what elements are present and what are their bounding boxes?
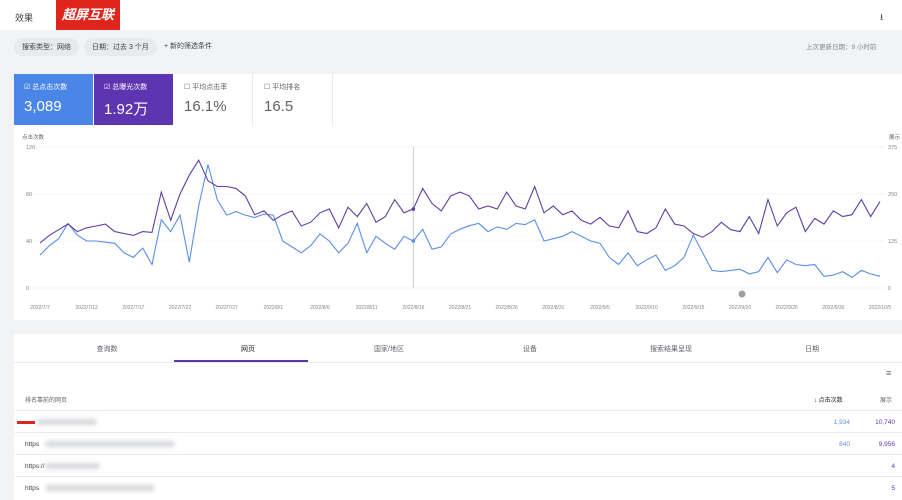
table-panel bbox=[14, 334, 902, 500]
annotation-marker bbox=[738, 290, 746, 298]
metric-value: 16.5 bbox=[264, 98, 294, 115]
filter-chip[interactable]: 搜索类型：网络 bbox=[14, 38, 79, 56]
metric-value: 1.92万 bbox=[104, 101, 149, 118]
x-tick-label: 2022/7/17 bbox=[122, 305, 144, 311]
metric-value: 3,089 bbox=[24, 98, 62, 115]
tab[interactable]: 网页 bbox=[241, 346, 255, 353]
tab[interactable]: 搜索结果呈现 bbox=[650, 346, 692, 353]
y2-tick-label: 250 bbox=[888, 192, 897, 198]
active-tab-indicator bbox=[174, 360, 308, 362]
url-blur bbox=[37, 419, 97, 425]
x-tick-label: 2022/7/27 bbox=[216, 305, 238, 311]
y2-tick-label: 0 bbox=[888, 286, 891, 292]
chart: 点击次数 展示 0 40 80 120 0 125 250 375 2022/7/7 2022/7/1… bbox=[22, 133, 901, 311]
y2-axis-title: 展示 bbox=[889, 134, 901, 141]
tab[interactable]: 查询数 bbox=[96, 346, 118, 353]
x-tick-label: 2022/9/10 bbox=[636, 305, 658, 311]
url-marker bbox=[17, 421, 35, 424]
metric-label-text: 总点击次数 bbox=[32, 84, 68, 91]
series-line bbox=[39, 159, 881, 244]
metric-label: ☐ 平均点击率 bbox=[184, 84, 228, 91]
y2-tick-label: 375 bbox=[888, 145, 897, 151]
x-tick-label: 2022/7/22 bbox=[169, 305, 191, 311]
url-blur bbox=[45, 463, 100, 469]
metric-card[interactable]: ☐ 平均排名 16.5 bbox=[254, 74, 333, 125]
table-row[interactable]: https:// 4 bbox=[15, 454, 902, 477]
y-tick-label: 120 bbox=[26, 145, 35, 151]
x-tick-label: 2022/7/12 bbox=[76, 305, 98, 311]
x-tick-label: 2022/8/6 bbox=[310, 305, 330, 311]
filter-icon[interactable]: ≡ bbox=[886, 368, 892, 378]
metric-label-text: 平均排名 bbox=[272, 84, 301, 91]
y-tick-label: 0 bbox=[26, 286, 29, 292]
metric-label-text: 总曝光次数 bbox=[112, 84, 148, 91]
x-tick-label: 2022/9/20 bbox=[729, 305, 751, 311]
impressions: 5 bbox=[891, 485, 895, 492]
x-tick-label: 2022/8/31 bbox=[542, 305, 564, 311]
clicks: 1,934 bbox=[833, 419, 850, 426]
column-header[interactable]: ↓ 点击次数 bbox=[814, 398, 843, 404]
tab[interactable]: 日期 bbox=[805, 346, 819, 353]
impressions: 4 bbox=[891, 463, 895, 470]
table-row[interactable]: 1,934 10,740 bbox=[15, 410, 902, 433]
tab[interactable]: 设备 bbox=[523, 346, 537, 353]
hover-dot bbox=[411, 207, 416, 211]
x-tick-label: 2022/10/5 bbox=[869, 305, 891, 311]
metric-label-text: 平均点击率 bbox=[192, 84, 228, 91]
impressions: 10,740 bbox=[875, 419, 895, 426]
x-tick-label: 2022/9/25 bbox=[776, 305, 798, 311]
last-updated: 上次更新日期：9 小时前 bbox=[806, 44, 877, 51]
column-header: 排名靠前的网页 bbox=[25, 398, 68, 404]
tab[interactable]: 国家/地区 bbox=[374, 346, 404, 353]
logo: 超屏互联 bbox=[56, 0, 120, 30]
table-row[interactable]: https 840 9,956 bbox=[15, 432, 902, 455]
metric-label: ☐ 平均排名 bbox=[264, 84, 301, 91]
download-icon[interactable]: ⭳ bbox=[880, 12, 884, 22]
y-axis-title: 点击次数 bbox=[22, 133, 45, 141]
add-filter[interactable]: + 新的筛选条件 bbox=[164, 43, 213, 50]
impressions: 9,956 bbox=[878, 441, 895, 448]
y2-tick-label: 125 bbox=[888, 239, 897, 245]
url: https bbox=[25, 441, 40, 448]
metric-value: 16.1% bbox=[184, 98, 227, 115]
x-tick-label: 2022/9/5 bbox=[590, 305, 610, 311]
page-title: 效果 bbox=[15, 13, 34, 23]
clicks: 840 bbox=[839, 441, 850, 448]
x-tick-label: 2022/8/26 bbox=[496, 305, 518, 311]
metric-card[interactable]: ☑ 总曝光次数 1.92万 bbox=[94, 74, 173, 125]
table-row[interactable]: https 5 bbox=[15, 476, 902, 499]
series-line bbox=[39, 164, 881, 279]
url-blur bbox=[45, 441, 175, 447]
metric-card[interactable]: ☑ 总点击次数 3,089 bbox=[14, 74, 93, 125]
x-tick-label: 2022/8/1 bbox=[264, 305, 284, 311]
y-tick-label: 80 bbox=[26, 192, 32, 198]
column-header[interactable]: 展示 bbox=[880, 398, 893, 404]
x-tick-label: 2022/7/7 bbox=[30, 305, 50, 311]
url: https bbox=[25, 485, 40, 492]
metric-label: ☑ 总曝光次数 bbox=[104, 84, 148, 91]
add-filter-label: 新的筛选条件 bbox=[170, 43, 213, 50]
y-tick-label: 40 bbox=[26, 239, 32, 245]
x-tick-label: 2022/8/11 bbox=[356, 305, 378, 311]
top-bar bbox=[0, 0, 902, 30]
x-tick-label: 2022/8/21 bbox=[449, 305, 471, 311]
metric-label: ☑ 总点击次数 bbox=[24, 84, 68, 91]
x-tick-label: 2022/9/30 bbox=[822, 305, 844, 311]
hover-dot bbox=[411, 239, 416, 243]
column-header-text: 点击次数 bbox=[818, 398, 843, 404]
divider bbox=[14, 362, 902, 363]
metric-card[interactable]: ☐ 平均点击率 16.1% bbox=[174, 74, 253, 125]
x-tick-label: 2022/8/16 bbox=[402, 305, 424, 311]
x-tick-label: 2022/9/15 bbox=[682, 305, 704, 311]
filter-chip[interactable]: 日期：过去 3 个月 bbox=[84, 38, 157, 56]
url: https:// bbox=[25, 463, 45, 470]
url-blur bbox=[45, 485, 155, 491]
